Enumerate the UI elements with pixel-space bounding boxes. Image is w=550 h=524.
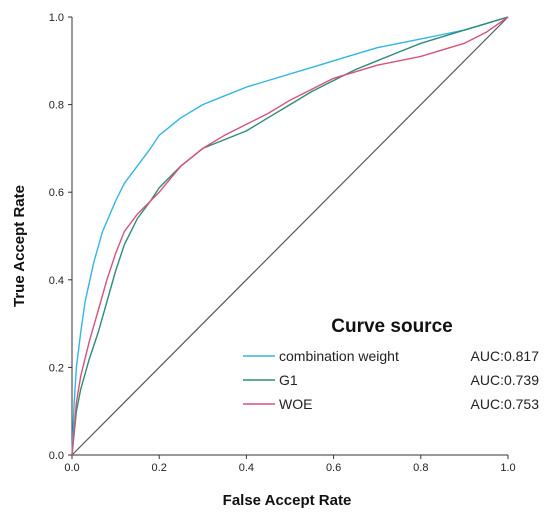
y-tick-label: 0.8 [49,100,64,112]
y-tick-label: 0.0 [49,450,64,462]
series-line-combination-weight [71,16,509,456]
x-tick-label: 0.6 [326,462,341,474]
x-tick-label: 0.4 [239,462,254,474]
y-axis-title: True Accept Rate [11,185,28,307]
x-tick-label: 0.0 [64,462,79,474]
legend-auc-combination-weight: AUC:0.817 [471,348,540,364]
axes: 0.0 0.2 0.4 0.6 0.8 1.0 0.0 0.2 0.4 0.6 0.8 1.0 Fals… [11,12,516,509]
legend-title: Curve source [331,316,452,337]
series-layer [71,16,509,456]
reference-diagonal [71,16,509,456]
legend-label-woe: WOE [279,396,312,412]
x-tick-label: 0.8 [413,462,428,474]
series-line-woe [71,16,509,456]
x-tick-label: 0.2 [152,462,167,474]
legend-label-g1: G1 [279,372,298,388]
legend-label-combination-weight: combination weight [279,348,399,364]
y-tick-label: 1.0 [49,12,64,24]
legend-auc-woe: AUC:0.753 [471,396,540,412]
y-tick-label: 0.6 [49,187,64,199]
legend-auc-g1: AUC:0.739 [471,372,540,388]
y-tick-label: 0.4 [49,275,64,287]
reference-line [71,16,509,456]
y-tick-label: 0.2 [49,362,64,374]
x-tick-label: 1.0 [500,462,515,474]
series-line-g1 [71,16,509,456]
x-axis-title: False Accept Rate [223,492,352,509]
legend: Curve source combination weight AUC:0.817 G… [243,316,539,412]
